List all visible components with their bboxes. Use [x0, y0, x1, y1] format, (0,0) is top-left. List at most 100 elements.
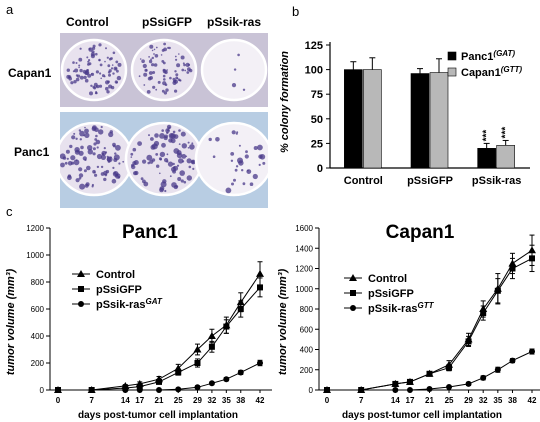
- data-point-square: [446, 364, 453, 371]
- colony-spot: [75, 159, 78, 162]
- colony-spot: [163, 78, 166, 81]
- colony-spot: [108, 73, 111, 77]
- x-tick-label: 7: [89, 396, 94, 405]
- colony-spot: [159, 133, 165, 139]
- colony-spot: [161, 142, 166, 148]
- colony-spot: [177, 177, 182, 181]
- x-tick-label: 0: [56, 396, 61, 405]
- bar: [344, 69, 363, 169]
- bar: [429, 72, 449, 169]
- colony-spot: [242, 182, 246, 186]
- data-point-triangle: [349, 274, 357, 281]
- colony-spot: [249, 182, 254, 186]
- colony-spot: [133, 171, 138, 176]
- colony-spot: [94, 173, 98, 177]
- legend-label: pSsik-rasGAT: [96, 297, 163, 311]
- colony-spot: [175, 73, 179, 77]
- panc1-xlabel: days post-tumor cell implantation: [78, 410, 238, 421]
- colony-spot: [70, 81, 74, 85]
- x-tick-label: 7: [359, 396, 364, 405]
- x-tick-label: 32: [207, 396, 216, 405]
- colony-spot: [80, 145, 84, 150]
- data-point-circle: [406, 387, 413, 393]
- data-point-square: [465, 338, 472, 345]
- colony-spot: [159, 158, 162, 161]
- colony-spot: [168, 133, 175, 139]
- panc1-ylabel: tumor volume (mm³): [5, 268, 17, 375]
- colony-spot: [159, 151, 166, 158]
- colony-spot: [78, 150, 84, 156]
- colony-spot: [152, 71, 156, 74]
- data-point-circle: [223, 376, 230, 383]
- colony-spot: [174, 55, 177, 58]
- colony-spot: [113, 158, 118, 162]
- x-tick-label: 17: [406, 396, 415, 405]
- colony-spot: [115, 60, 119, 64]
- colony-spot: [87, 73, 92, 78]
- colony-spot: [100, 165, 104, 169]
- significance-annotation: ***: [482, 130, 493, 142]
- data-point-circle: [509, 357, 516, 364]
- colony-spot: [139, 58, 142, 60]
- colony-spot: [176, 77, 179, 80]
- legend-label: Control: [368, 273, 407, 285]
- series-line: [58, 273, 261, 391]
- data-point-circle: [257, 360, 263, 366]
- colony-spot: [215, 137, 220, 142]
- colony-spot: [230, 159, 234, 162]
- colony-spot: [98, 129, 104, 135]
- colony-spot: [76, 150, 79, 153]
- y-tick-label: 1000: [295, 285, 313, 294]
- colony-spot: [86, 56, 89, 59]
- colony-spot: [143, 84, 146, 86]
- colony-spot: [262, 161, 266, 165]
- data-point-circle: [194, 384, 201, 391]
- colony-spot: [166, 69, 168, 71]
- colony-spot: [85, 182, 90, 187]
- legend-swatch: [447, 51, 457, 61]
- y-tick-label: 100: [305, 65, 323, 77]
- colony-spot: [189, 144, 195, 150]
- colony-spot: [73, 132, 76, 135]
- legend-label: pSsik-rasGTT: [368, 301, 435, 315]
- bar: [477, 148, 496, 169]
- data-point-square: [480, 310, 487, 317]
- colony-spot: [191, 142, 194, 145]
- data-point-circle: [88, 387, 95, 393]
- colony-spot: [111, 178, 117, 184]
- row-label-capan1: Capan1: [8, 66, 52, 80]
- colony-spot: [231, 182, 234, 186]
- colony-spot: [78, 64, 81, 67]
- colony-spot: [78, 173, 84, 178]
- x-tick-label: 38: [508, 396, 517, 405]
- colony-spot: [140, 177, 144, 181]
- colony-spot: [98, 43, 102, 47]
- colony-spot: [64, 161, 68, 165]
- colony-spot: [155, 153, 159, 156]
- colony-spot: [111, 64, 114, 66]
- colony-spot: [84, 132, 90, 138]
- colony-spot: [69, 144, 73, 149]
- colony-spot: [96, 165, 100, 169]
- colony-spot: [138, 75, 141, 78]
- x-tick-label: 14: [121, 396, 130, 405]
- colony-spot: [230, 152, 235, 156]
- colony-spot: [137, 141, 142, 146]
- colony-spot: [84, 70, 90, 75]
- colony-spot: [159, 187, 164, 193]
- colony-spot: [116, 69, 119, 73]
- colony-spot: [103, 147, 106, 150]
- data-point-square: [208, 343, 215, 350]
- colony-spot: [179, 170, 185, 176]
- bar: [410, 73, 430, 169]
- colony-formation-chart: b % colony formation 0 25 50 75 100 125 Contro…: [279, 4, 530, 187]
- colony-spot: [112, 51, 116, 55]
- colony-spot: [71, 135, 76, 140]
- colony-spot: [162, 68, 166, 72]
- colony-spot: [141, 59, 145, 63]
- x-tick-label: 29: [193, 396, 202, 405]
- colony-spot: [96, 146, 99, 149]
- colony-spot: [133, 160, 139, 165]
- colony-spot: [87, 63, 90, 66]
- capan1-title: Capan1: [386, 222, 455, 243]
